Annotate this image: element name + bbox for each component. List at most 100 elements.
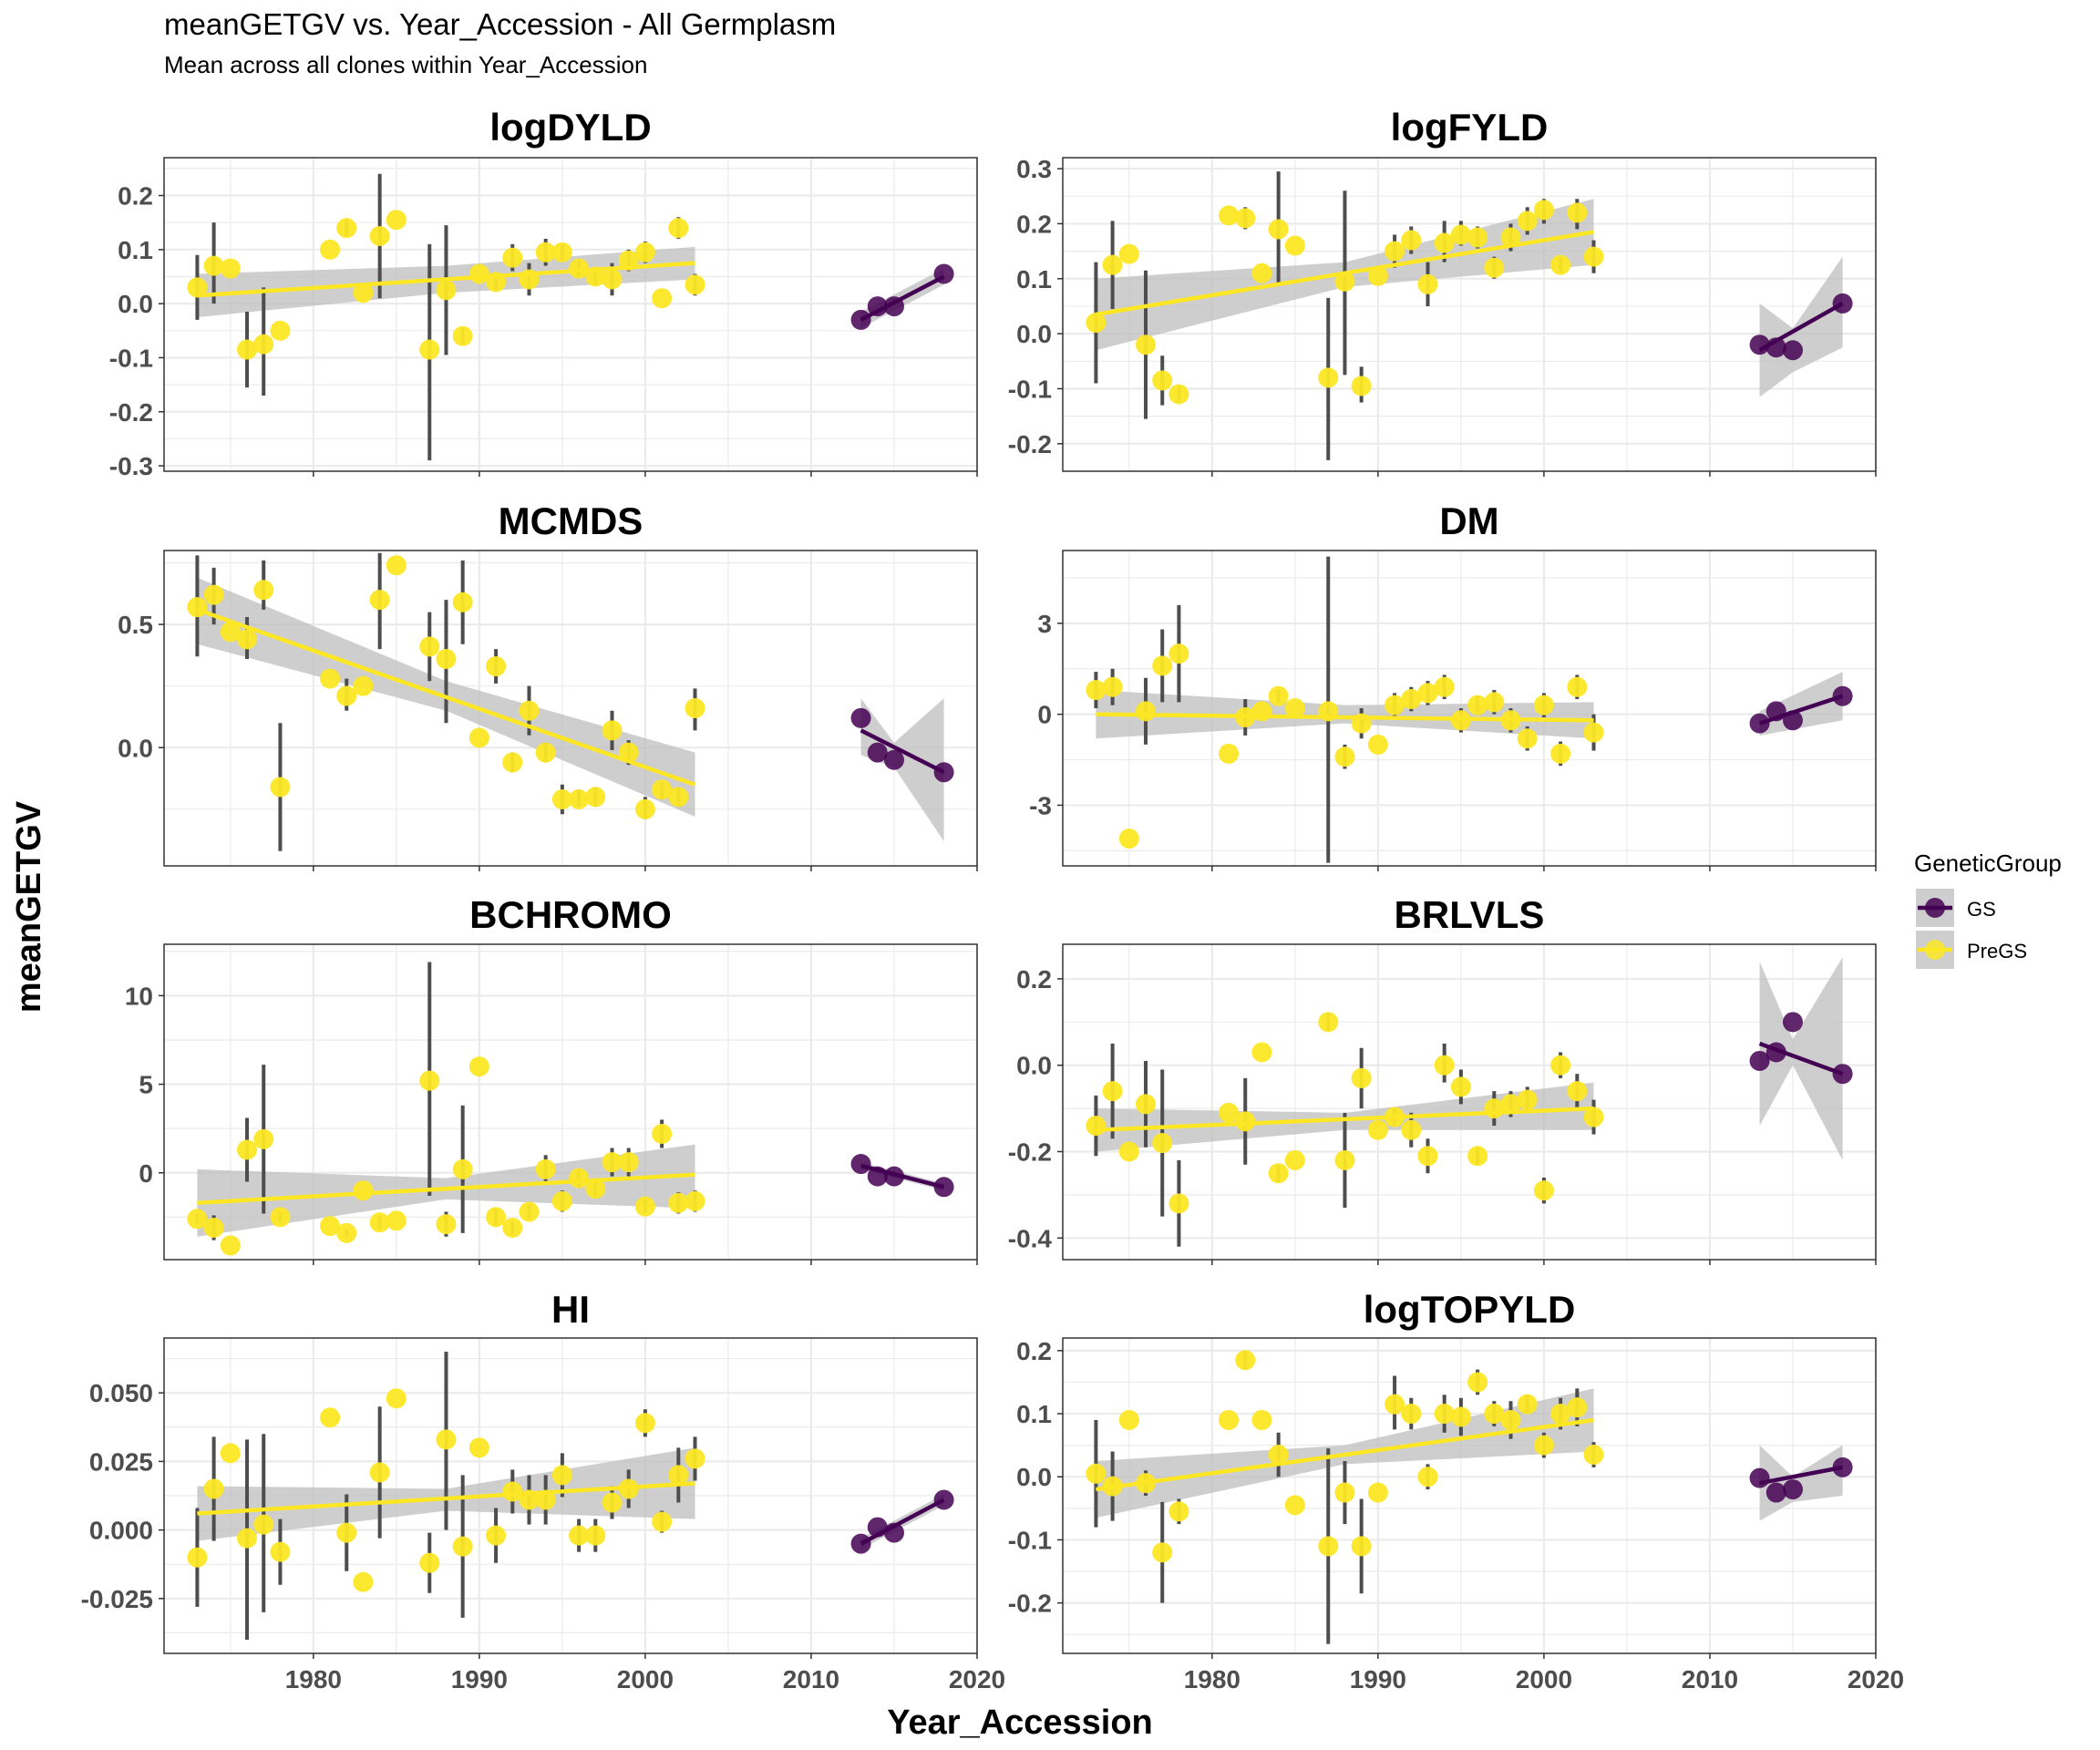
y-axis-title: meanGETGV (10, 800, 48, 1013)
point-pregs (203, 1218, 224, 1239)
panel-border (1062, 550, 1877, 867)
panel-title: logFYLD (1391, 106, 1549, 149)
point-pregs (452, 1158, 473, 1179)
point-pregs (1251, 1409, 1272, 1430)
figure-subtitle: Mean across all clones within Year_Acces… (164, 51, 648, 78)
point-pregs (1434, 1055, 1455, 1076)
point-pregs (1517, 728, 1538, 749)
point-pregs (419, 339, 440, 360)
x-tick-label: 1980 (1184, 1665, 1240, 1693)
point-pregs (452, 1536, 473, 1557)
panel-brlvls: -0.4 -0.2 0.0 0.2 BRLVLS (1008, 893, 1878, 1265)
point-pregs (1086, 1116, 1107, 1137)
point-pregs (1168, 1501, 1189, 1522)
point-pregs (1334, 1149, 1355, 1170)
point-pregs (369, 1462, 390, 1483)
point-pregs (1434, 676, 1455, 697)
fit-line-pregs (1096, 712, 1594, 723)
x-tick-label: 1980 (285, 1665, 342, 1693)
fit-line-gs (860, 728, 945, 775)
point-pregs (1434, 1404, 1455, 1425)
point-pregs (419, 636, 440, 657)
point-pregs (1268, 1163, 1289, 1184)
point-pregs (1450, 224, 1471, 245)
panel-border (163, 1337, 978, 1654)
point-pregs (1467, 1146, 1488, 1167)
point-pregs (1367, 265, 1388, 286)
point-pregs (1102, 1081, 1123, 1102)
point-pregs (1550, 1055, 1571, 1076)
point-pregs (436, 1429, 457, 1450)
point-pregs (685, 274, 705, 295)
point-pregs (1517, 1089, 1538, 1110)
point-pregs (1450, 1076, 1471, 1097)
point-pregs (1152, 1133, 1173, 1154)
point-pregs (1517, 211, 1538, 232)
y-tick-label: 0 (139, 1159, 153, 1188)
panel-title: MCMDS (499, 499, 643, 542)
point-pregs (369, 1212, 390, 1233)
point-pregs (685, 698, 705, 718)
point-pregs (203, 584, 224, 605)
point-pregs (203, 255, 224, 276)
point-pregs (336, 1522, 357, 1543)
point-pregs (1500, 1094, 1521, 1115)
y-tick-label: -0.2 (1008, 1590, 1052, 1618)
point-pregs (237, 1139, 258, 1160)
point-pregs (320, 668, 341, 689)
plot-area (1086, 171, 1853, 460)
point-gs (1749, 1467, 1770, 1488)
point-pregs (1467, 227, 1488, 248)
point-pregs (1401, 230, 1422, 251)
plot-background (164, 551, 977, 866)
fit-line-gs (860, 274, 945, 322)
y-tick-label: 0 (1037, 701, 1052, 729)
point-pregs (1567, 202, 1588, 223)
point-pregs (1517, 1394, 1538, 1415)
point-pregs (1118, 243, 1139, 264)
point-pregs (436, 648, 457, 669)
point-pregs (336, 218, 357, 239)
point-pregs (452, 592, 473, 612)
y-tick-label: 3 (1037, 610, 1052, 638)
fit-line-pregs (197, 1172, 695, 1206)
point-pregs (1351, 1536, 1372, 1557)
point-pregs (1268, 1445, 1289, 1466)
point-pregs (1417, 683, 1438, 704)
point-pregs (502, 1218, 523, 1239)
fit-line-pregs (196, 607, 696, 787)
fit-line-gs (1758, 301, 1844, 353)
point-pregs (270, 777, 291, 798)
point-pregs (336, 685, 357, 706)
point-pregs (585, 1525, 606, 1546)
panel-border (1062, 1337, 1877, 1654)
fit-line-pregs (197, 1481, 695, 1516)
panel-bchromo: 0 5 10 BCHROMO (125, 893, 979, 1265)
point-pregs (1567, 676, 1588, 697)
point-pregs (1251, 1042, 1272, 1063)
point-pregs (1417, 273, 1438, 294)
y-tick-label: 5 (139, 1071, 153, 1099)
point-pregs (569, 258, 590, 279)
panel-logtopyld: -0.2 -0.1 0.0 0.1 0.2 1980 1990 2000 2010 2020 log… (1008, 1288, 1904, 1693)
legend-label: PreGS (1967, 940, 2027, 962)
point-pregs (1318, 367, 1339, 388)
plot-area (1086, 957, 1853, 1247)
point-pregs (386, 555, 407, 576)
point-pregs (634, 1413, 655, 1434)
point-pregs (668, 218, 689, 239)
point-pregs (602, 1152, 623, 1173)
point-pregs (1417, 1467, 1438, 1488)
panel-mcmds: 0.0 0.5 MCMDS (118, 499, 979, 871)
point-pregs (668, 1192, 689, 1213)
point-pregs (569, 1525, 590, 1546)
point-pregs (1467, 695, 1488, 715)
point-pregs (436, 280, 457, 301)
point-pregs (220, 1443, 241, 1464)
y-tick-label: 0.0 (118, 290, 153, 318)
point-pregs (602, 269, 623, 290)
point-pregs (320, 1216, 341, 1237)
x-tick-label: 2000 (1516, 1665, 1572, 1693)
panel-dm: -3 0 3 DM (1029, 499, 1878, 871)
